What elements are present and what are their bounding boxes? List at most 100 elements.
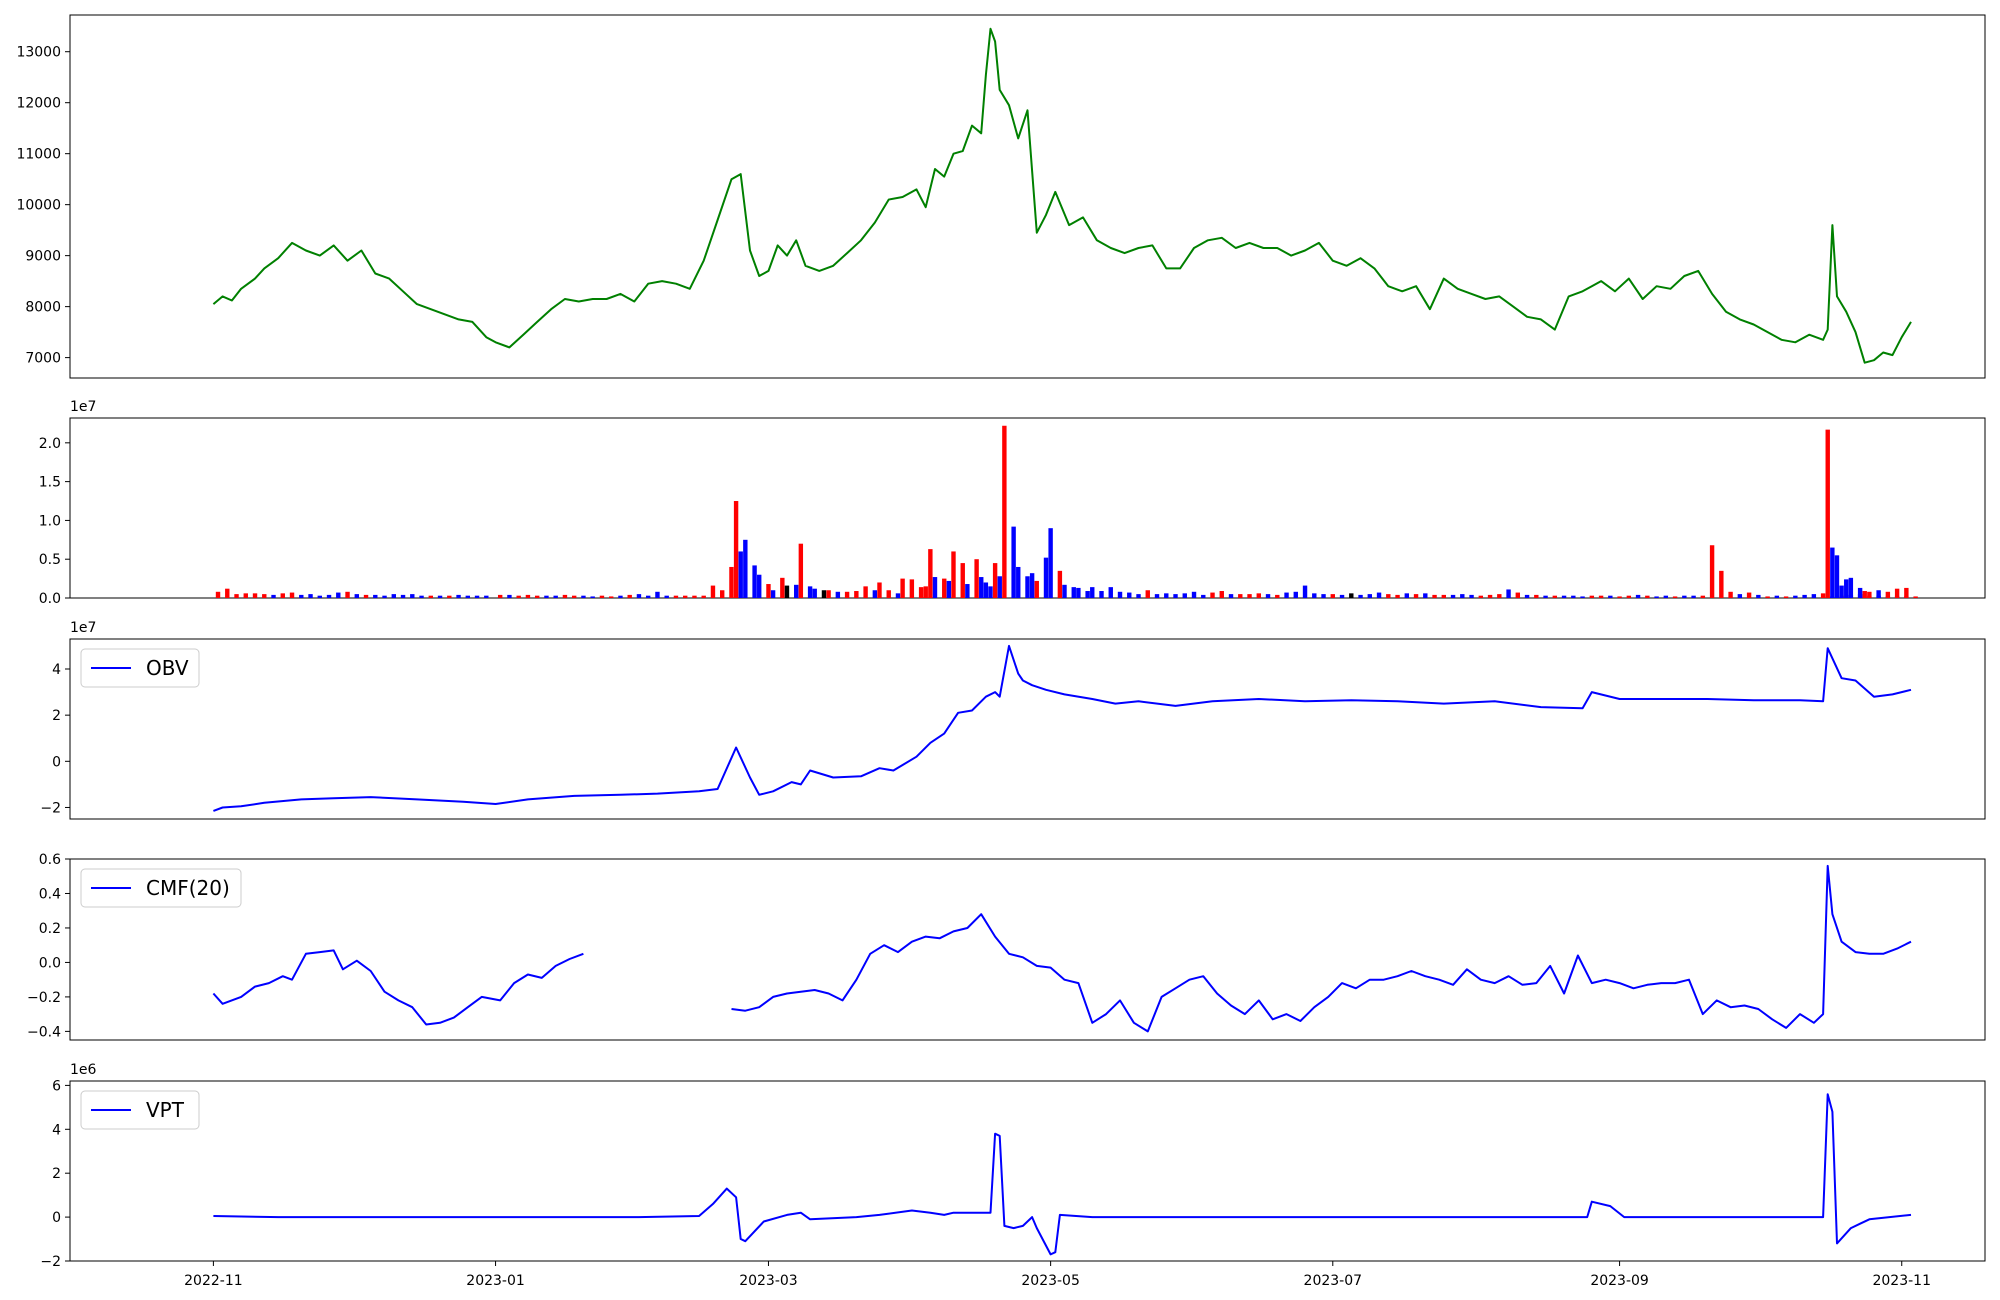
vpt-line: [213, 1093, 1912, 1256]
volume-bar: [1265, 594, 1271, 598]
vpt-offset-label: 1e6: [70, 1062, 97, 1078]
volume-bar: [456, 594, 461, 598]
vpt-ytick-label: 6: [52, 1078, 61, 1094]
volume-bar: [854, 591, 859, 598]
volume-bar: [1043, 557, 1049, 598]
volume-bar: [1108, 587, 1113, 598]
volume-bar: [1127, 592, 1132, 598]
volume-bar: [1210, 592, 1215, 598]
cmf-ytick-label: 0.4: [39, 886, 61, 902]
volume-bar: [1589, 595, 1595, 598]
volume-bar: [497, 594, 503, 598]
volume-bar: [1844, 579, 1849, 598]
volume-bar: [1071, 587, 1076, 598]
cmf-ytick-label: 0.0: [39, 955, 61, 971]
volume-bar: [1432, 594, 1437, 598]
volume-bar: [1820, 593, 1826, 598]
legend-label: OBV: [146, 656, 189, 680]
volume-bar: [1672, 596, 1678, 598]
volume-bar: [1339, 594, 1345, 598]
volume-bar: [946, 580, 952, 598]
volume-bar: [835, 591, 841, 598]
volume-bar: [1201, 594, 1206, 598]
volume-bar: [599, 595, 605, 598]
volume-bar: [391, 594, 396, 598]
volume-ytick-label: 2.0: [39, 436, 61, 452]
volume-bar: [534, 595, 540, 598]
volume-bar: [234, 594, 239, 598]
volume-bar: [1830, 547, 1835, 598]
volume-bar: [1349, 593, 1354, 598]
volume-bar: [988, 586, 993, 598]
vpt-ytick-label: 2: [52, 1166, 61, 1182]
volume-bar: [1534, 594, 1539, 598]
volume-bar: [1802, 594, 1807, 598]
obv-axes-frame: [69, 638, 1986, 820]
volume-bar: [1894, 588, 1900, 598]
volume-bar: [1682, 595, 1687, 598]
volume-bar: [299, 594, 304, 598]
volume-bar: [784, 585, 790, 598]
volume-bar: [997, 576, 1002, 598]
price-ytick-label: 12000: [16, 96, 61, 112]
legend-label: CMF(20): [146, 876, 230, 900]
volume-bar: [1367, 594, 1372, 598]
volume-bar: [516, 595, 521, 598]
volume-bar: [1219, 591, 1224, 598]
volume-bar: [410, 594, 415, 598]
volume-bar: [701, 595, 706, 598]
volume-bar: [1057, 570, 1063, 598]
volume-bar: [400, 594, 406, 598]
volume-bar: [1284, 592, 1289, 598]
volume-bar: [1709, 545, 1715, 598]
volume-bar: [664, 595, 669, 598]
obv-subplot: −2 0 2 4 1e7 OBV: [40, 620, 1986, 820]
volume-bar: [1857, 587, 1863, 598]
vpt-legend: VPT: [80, 1090, 200, 1130]
volume-bar: [1293, 591, 1298, 598]
vpt-ytick-label: −2: [40, 1254, 61, 1270]
price-line: [212, 27, 1912, 364]
volume-bar: [655, 591, 660, 598]
volume-bar: [1635, 594, 1641, 598]
volume-bar: [1321, 594, 1326, 598]
volume-bar: [1256, 593, 1261, 598]
volume-bar: [1580, 596, 1585, 598]
volume-bar: [1885, 591, 1891, 598]
cmf-ytick-label: −0.2: [27, 990, 61, 1006]
volume-bar: [918, 587, 924, 598]
volume-bar: [317, 595, 322, 598]
volume-bar: [646, 595, 651, 598]
volume-bar: [636, 594, 642, 598]
volume-bar: [1645, 595, 1650, 598]
volume-bar: [844, 591, 850, 598]
volume-bar: [1395, 594, 1400, 598]
volume-bar: [1756, 594, 1761, 598]
volume-bar: [1552, 595, 1558, 598]
volume-bar: [1487, 594, 1493, 598]
volume-bar: [1025, 576, 1030, 598]
volume-bar: [1228, 594, 1234, 598]
cmf-ytick-label: 0.2: [39, 921, 61, 937]
volume-bar: [280, 593, 285, 598]
volume-bar: [571, 595, 577, 598]
cmf-legend: CMF(20): [80, 868, 242, 908]
volume-bar: [886, 590, 891, 598]
price-subplot: 7000 8000 9000 10000 11000 12000 13000: [16, 14, 1986, 379]
vpt-axes-frame: [69, 1080, 1986, 1262]
volume-bar: [710, 585, 716, 598]
volume-ytick-label: 1.0: [39, 513, 61, 529]
volume-bar: [1312, 593, 1317, 598]
volume-bar: [951, 551, 956, 598]
volume-bar: [733, 501, 739, 598]
volume-bar: [757, 574, 762, 598]
cmf-ytick-label: 0.6: [39, 852, 61, 868]
price-ytick-label: 13000: [16, 45, 61, 61]
volume-bar: [243, 593, 248, 598]
volume-bar: [1834, 555, 1840, 598]
volume-bar: [419, 595, 424, 598]
volume-bar: [627, 594, 632, 598]
volume-bar: [1413, 594, 1419, 598]
volume-bar: [932, 577, 938, 598]
volume-bar: [1090, 587, 1095, 598]
